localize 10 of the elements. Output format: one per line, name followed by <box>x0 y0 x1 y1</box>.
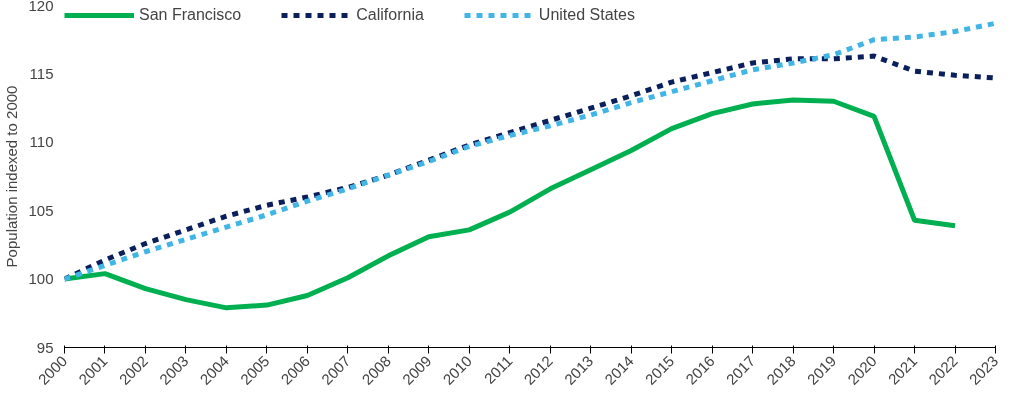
y-tick-label: 105 <box>28 201 54 219</box>
y-tick-label: 115 <box>29 64 54 82</box>
legend-label: United States <box>538 6 635 24</box>
legend-label: San Francisco <box>139 6 242 24</box>
y-tick-label: 120 <box>28 0 54 14</box>
y-axis-title: Population indexed to 2000 <box>3 85 21 268</box>
y-tick-label: 110 <box>29 133 54 151</box>
y-tick-label: 95 <box>36 338 54 356</box>
legend-label: California <box>356 6 424 24</box>
y-tick-label: 100 <box>28 270 54 288</box>
